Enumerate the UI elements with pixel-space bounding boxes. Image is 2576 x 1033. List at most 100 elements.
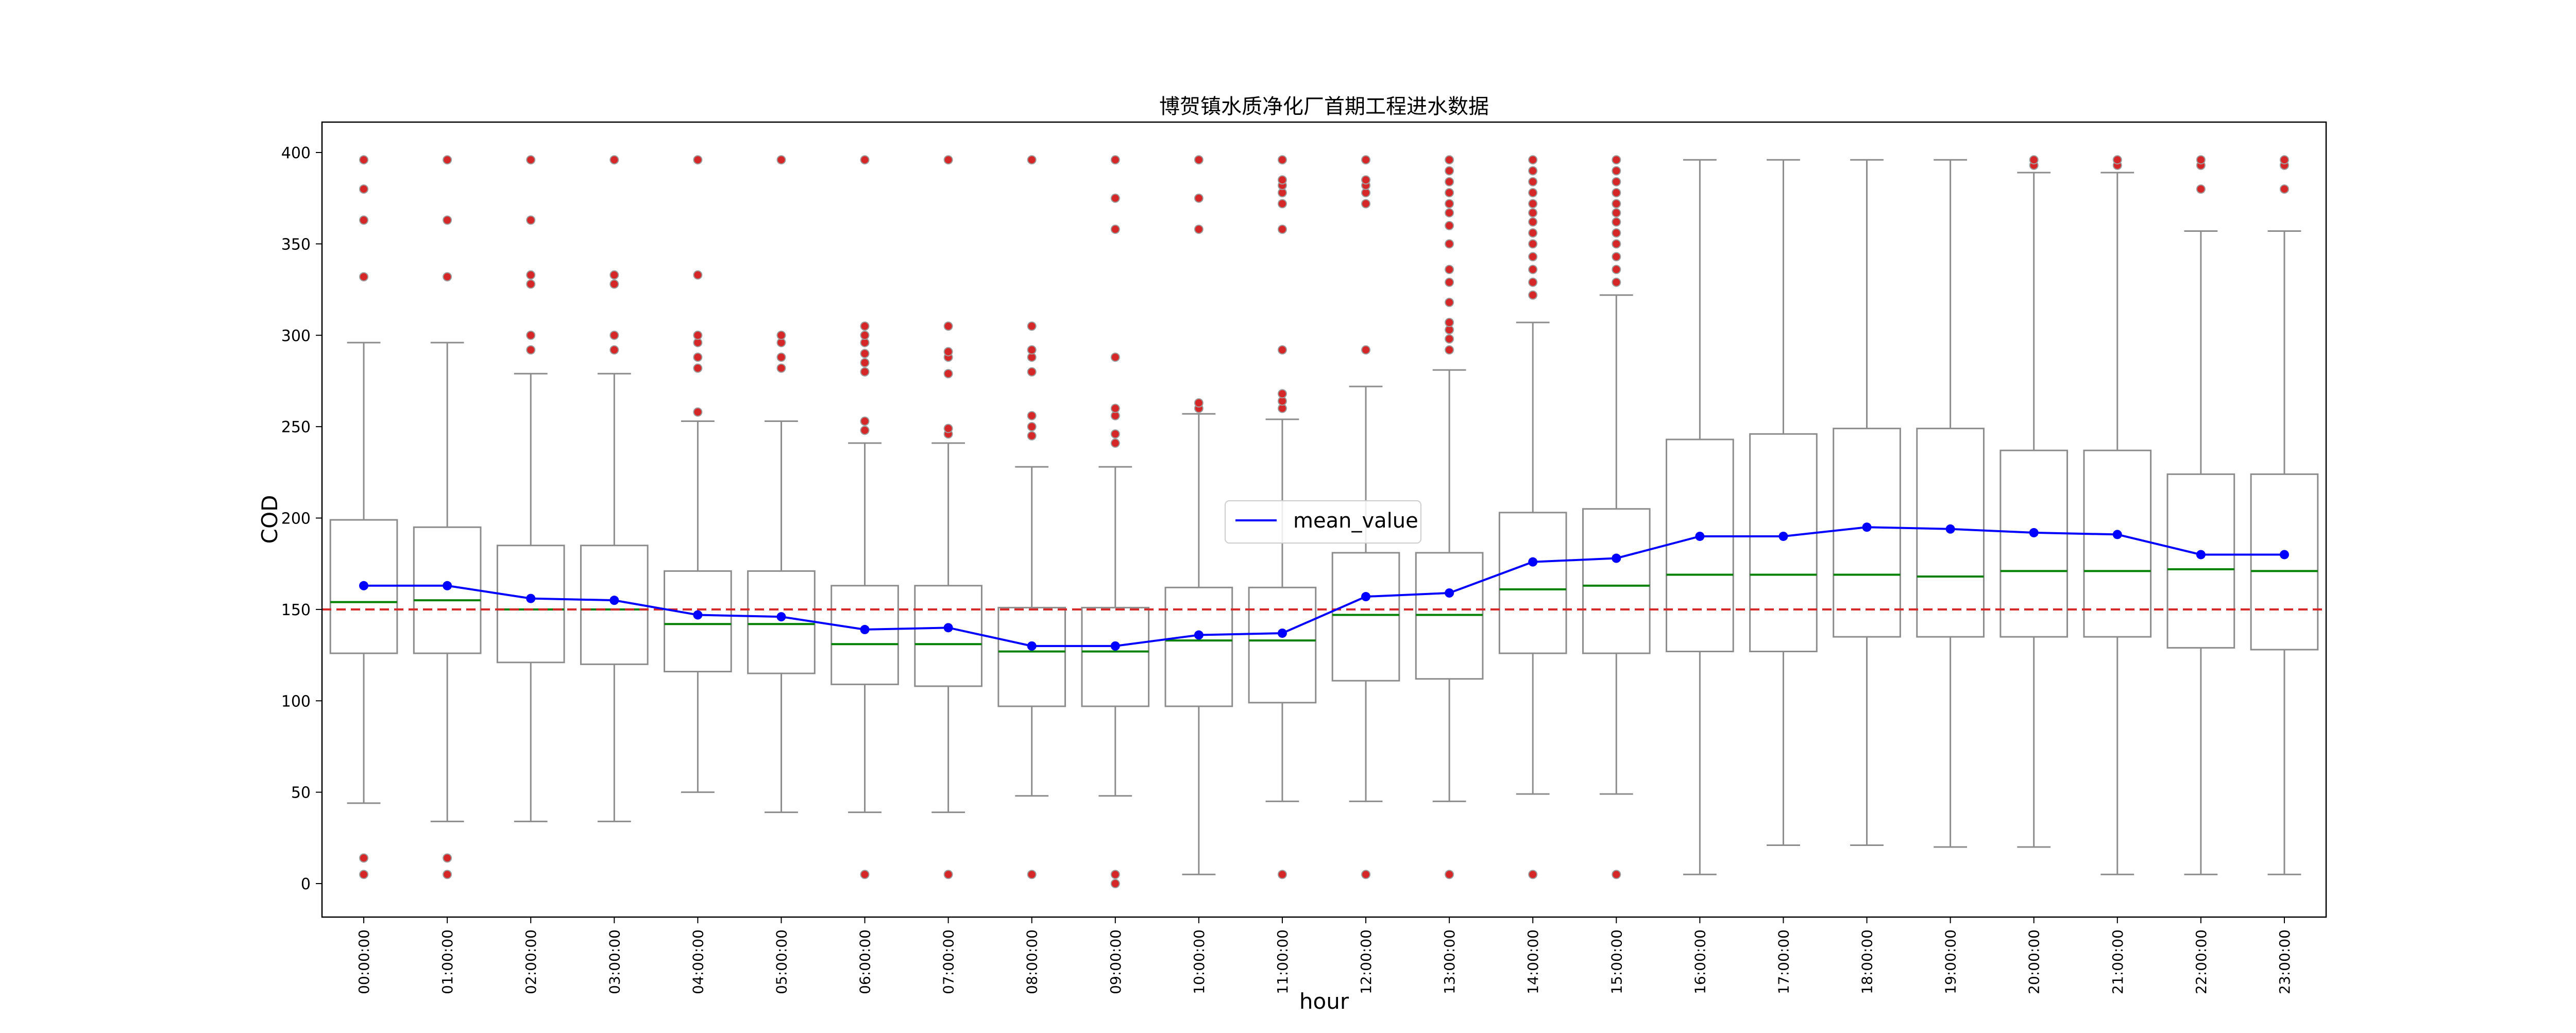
x-tick-label: 07:00:00 [940, 929, 957, 994]
box-iqr [1666, 438, 1734, 652]
outlier-point [1361, 199, 1371, 209]
outlier-point [359, 272, 369, 282]
outlier-point [693, 330, 703, 340]
outlier-point [1445, 208, 1454, 218]
outlier-point [1528, 166, 1538, 176]
outlier-point [1445, 188, 1454, 198]
mean-value-point [693, 610, 703, 620]
mean-value-point [1445, 588, 1454, 598]
x-tick-label: 03:00:00 [606, 929, 623, 994]
y-tick-label: 0 [301, 875, 311, 893]
outlier-point [776, 330, 786, 340]
box-iqr [914, 585, 982, 687]
outlier-point [2279, 155, 2289, 165]
outlier-point [1528, 188, 1538, 198]
box-group [2083, 155, 2152, 875]
box-iqr [496, 545, 565, 664]
outlier-point [943, 369, 953, 379]
outlier-point [1528, 217, 1538, 227]
outlier-point [526, 270, 536, 280]
box-group [2250, 155, 2319, 875]
outlier-point [1277, 870, 1287, 879]
x-tick-label: 23:00:00 [2276, 929, 2293, 994]
outlier-point [1528, 252, 1538, 262]
mean-value-point [2279, 550, 2289, 560]
box-group [1498, 155, 1567, 879]
box-iqr [1248, 586, 1317, 704]
outlier-point [2029, 155, 2039, 165]
outlier-point [609, 155, 619, 165]
outlier-point [943, 155, 953, 165]
outlier-point [860, 349, 870, 359]
y-axis-label: COD [257, 495, 282, 544]
box-group [997, 155, 1066, 879]
y-tick-label: 350 [281, 235, 311, 253]
outlier-point [1612, 265, 1621, 275]
box-group [1164, 155, 1233, 875]
outlier-point [609, 345, 619, 355]
box-iqr [997, 606, 1066, 707]
mean-value-point [1194, 630, 1204, 640]
outlier-point [526, 345, 536, 355]
outlier-point [1528, 208, 1538, 218]
mean-value-point [1945, 524, 1955, 534]
outlier-point [1528, 228, 1538, 238]
box-iqr [1582, 508, 1651, 654]
outlier-point [1528, 177, 1538, 187]
box-iqr [2166, 473, 2235, 649]
y-tick-label: 250 [281, 418, 311, 436]
outlier-point [1027, 422, 1037, 432]
outlier-point [1110, 870, 1120, 879]
outlier-point [1277, 175, 1287, 185]
outlier-point [1612, 166, 1621, 176]
x-tick-label: 06:00:00 [857, 929, 874, 994]
outlier-point [359, 853, 369, 863]
outlier-point [1612, 155, 1621, 165]
outlier-point [1445, 221, 1454, 230]
outlier-point [776, 155, 786, 165]
outlier-point [1612, 199, 1621, 209]
box-iqr [1164, 586, 1233, 707]
mean-value-point [1528, 557, 1538, 567]
outlier-point [1110, 438, 1120, 448]
legend: mean_value [1225, 500, 1421, 544]
x-tick-label: 01:00:00 [439, 929, 456, 994]
outlier-point [526, 279, 536, 289]
outlier-point [609, 330, 619, 340]
box-iqr [1498, 512, 1567, 654]
x-axis-label: hour [1299, 989, 1349, 1014]
outlier-point [1528, 239, 1538, 249]
x-tick-label: 14:00:00 [1524, 929, 1541, 994]
outlier-point [1445, 199, 1454, 209]
outlier-point [1277, 224, 1287, 234]
outlier-point [1110, 879, 1120, 888]
outlier-point [860, 321, 870, 331]
outlier-point [1445, 265, 1454, 275]
box-iqr [1749, 433, 1818, 652]
mean-value-point [443, 581, 452, 590]
outlier-point [1277, 389, 1287, 399]
outlier-point [1110, 193, 1120, 203]
outlier-point [860, 426, 870, 435]
outlier-point [443, 272, 452, 282]
outlier-point [1528, 155, 1538, 165]
outlier-point [1612, 188, 1621, 198]
box-group [1999, 155, 2069, 848]
outlier-point [693, 352, 703, 362]
outlier-point [359, 184, 369, 194]
outlier-point [1612, 252, 1621, 262]
outlier-point [776, 352, 786, 362]
mean-value-point [1695, 531, 1705, 541]
box-group [831, 155, 899, 879]
mean-value-point [1027, 641, 1037, 651]
outlier-point [1027, 367, 1037, 377]
outlier-point [943, 347, 953, 357]
outlier-point [1361, 870, 1371, 879]
box-iqr [664, 570, 732, 672]
box-group [1582, 155, 1651, 879]
x-tick-label: 18:00:00 [1859, 929, 1876, 994]
outlier-point [1528, 265, 1538, 275]
outlier-point [1027, 321, 1037, 331]
outlier-point [1445, 166, 1454, 176]
